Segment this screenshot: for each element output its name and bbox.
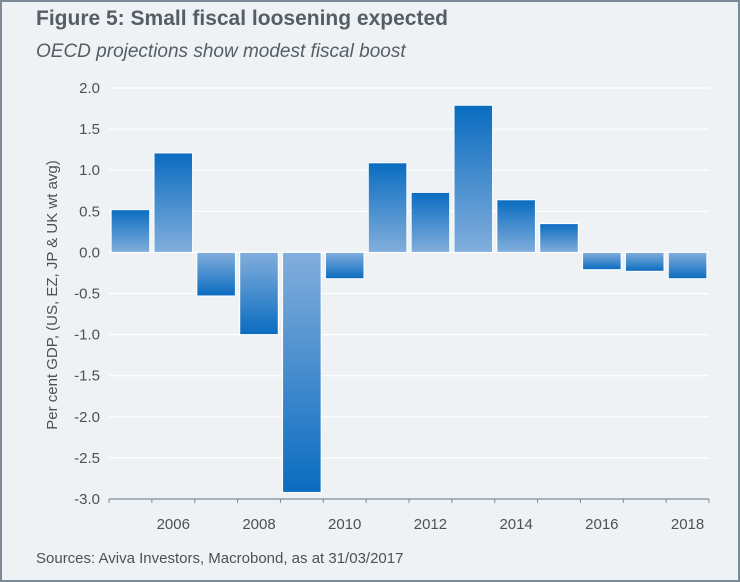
bar-2012 bbox=[410, 191, 451, 253]
bar-2010 bbox=[324, 251, 365, 280]
bar-2007 bbox=[196, 251, 236, 297]
y-tick-label: 2.0 bbox=[79, 80, 100, 97]
x-tick-label: 2012 bbox=[414, 516, 447, 533]
bar-2014 bbox=[496, 199, 536, 253]
y-tick-label: 0.5 bbox=[79, 203, 100, 220]
y-tick-label: -2.0 bbox=[74, 409, 100, 426]
bar-2013 bbox=[453, 104, 494, 253]
bar-2008 bbox=[239, 251, 279, 336]
bar-2017 bbox=[624, 251, 665, 272]
x-tick-label: 2018 bbox=[671, 516, 704, 533]
y-tick-label: 1.0 bbox=[79, 162, 100, 179]
bar-2018 bbox=[667, 251, 708, 280]
x-tick-label: 2016 bbox=[585, 516, 618, 533]
y-tick-label: -1.0 bbox=[74, 327, 100, 344]
y-tick-label: 0.0 bbox=[79, 244, 100, 261]
axes: 2.0 1.5 1.0 0.5 0.0 -0.5 -1.0 -1.5 -2.0 -2.5 -3.0 2… bbox=[74, 80, 710, 533]
source-note: Sources: Aviva Investors, Macrobond, as … bbox=[36, 550, 404, 567]
bar-2016 bbox=[582, 251, 622, 271]
y-tick-label: 1.5 bbox=[79, 121, 100, 138]
bar-2006 bbox=[153, 152, 194, 253]
bar-2005 bbox=[110, 209, 151, 253]
y-tick-label: -3.0 bbox=[74, 491, 100, 508]
y-tick-label: -0.5 bbox=[74, 286, 100, 303]
x-tick-label: 2006 bbox=[157, 516, 190, 533]
bar-2011 bbox=[367, 162, 408, 253]
bars bbox=[110, 104, 708, 493]
x-tick-label: 2010 bbox=[328, 516, 361, 533]
x-tick-label: 2008 bbox=[242, 516, 275, 533]
y-axis-label: Per cent GDP, (US, EZ, JP & UK wt avg) bbox=[44, 160, 61, 430]
bar-2009 bbox=[282, 251, 322, 493]
chart-subtitle: OECD projections show modest fiscal boos… bbox=[36, 41, 406, 62]
chart-title: Figure 5: Small fiscal loosening expecte… bbox=[36, 7, 448, 30]
y-tick-label: -2.5 bbox=[74, 450, 100, 467]
bar-2015 bbox=[539, 223, 579, 253]
x-tick-label: 2014 bbox=[499, 516, 532, 533]
y-tick-label: -1.5 bbox=[74, 368, 100, 385]
